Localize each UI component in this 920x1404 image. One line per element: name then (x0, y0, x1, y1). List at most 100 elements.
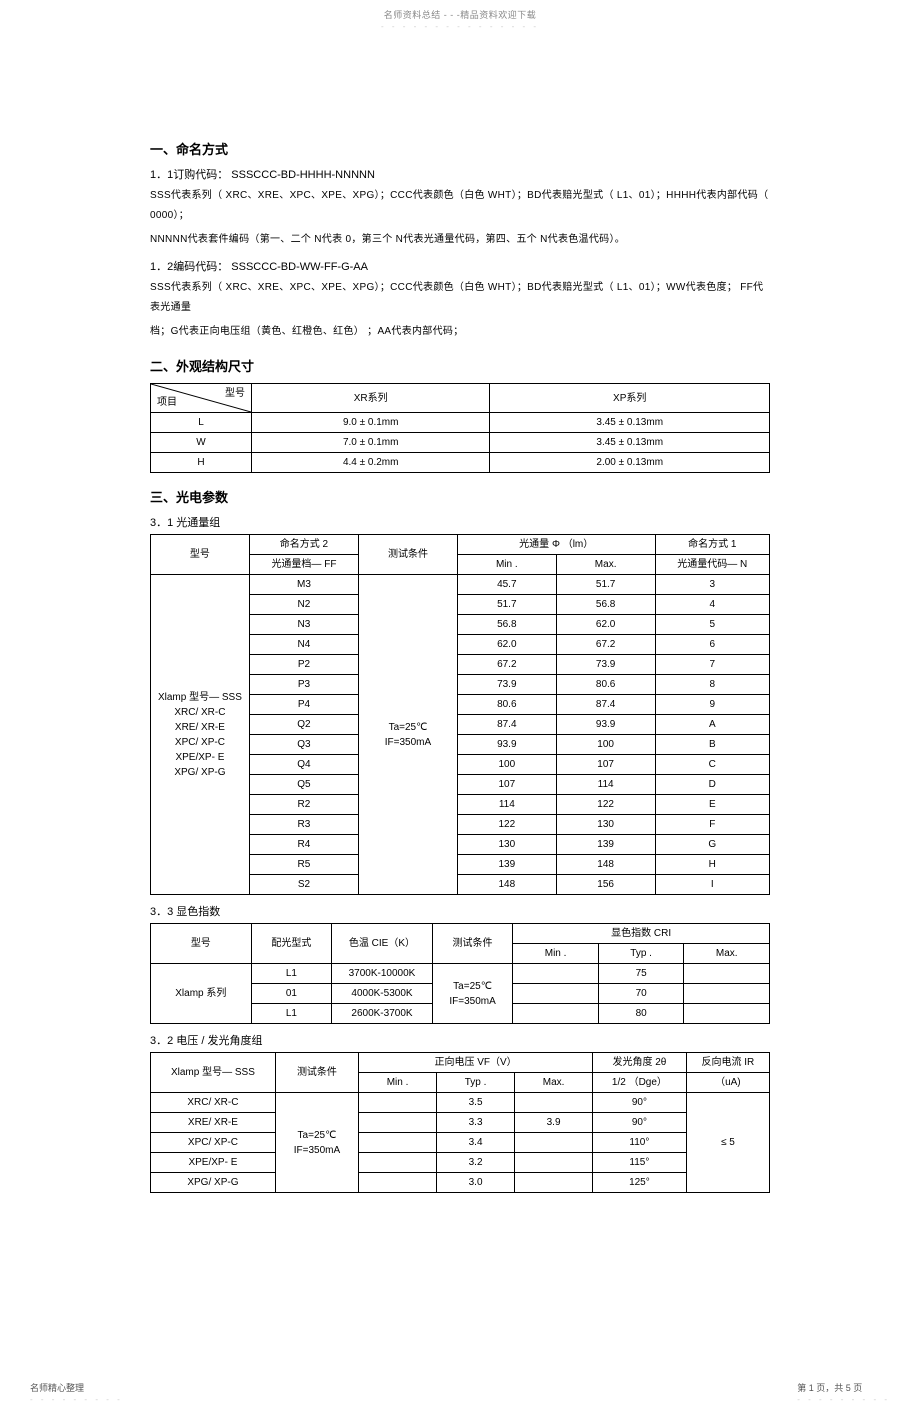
flux-min: 148 (457, 875, 556, 895)
sub-1-1: 1．1订购代码： SSSCCC-BD-HHHH-NNNNN (150, 166, 770, 182)
section-3-title: 三、光电参数 (150, 487, 770, 506)
flux-min: 56.8 (457, 615, 556, 635)
flux-min: 87.4 (457, 715, 556, 735)
flux-max: 130 (556, 815, 655, 835)
diag-cell: 项目 型号 (151, 384, 252, 413)
table-row: H 4.4 ± 0.2mm 2.00 ± 0.13mm (151, 453, 770, 473)
vt-max (515, 1133, 593, 1153)
table-row: L 9.0 ± 0.1mm 3.45 ± 0.13mm (151, 413, 770, 433)
cri-cond: Ta=25℃ IF=350mA (432, 964, 513, 1024)
hdr-min: Min . (359, 1073, 437, 1093)
table-row: XPC/ XP-C 3.4 110° (151, 1133, 770, 1153)
footer-right-text: 第 1 页，共 5 页 (797, 1383, 862, 1393)
flux-min: 45.7 (457, 575, 556, 595)
table-row: XPE/XP- E 3.2 115° (151, 1153, 770, 1173)
cond-line: Ta=25℃ (363, 720, 453, 735)
model-line: XRE/ XR-E (155, 720, 245, 735)
vt-model: XPE/XP- E (151, 1153, 276, 1173)
hdr-ff: 光通量档— FF (249, 555, 358, 575)
flux-ff: N4 (249, 635, 358, 655)
flux-ff: P2 (249, 655, 358, 675)
hdr-cie: 色温 CIE（K） (332, 924, 433, 964)
footer-dots: - - - - - - - - - (797, 1395, 890, 1404)
flux-n: C (655, 755, 769, 775)
vt-typ: 3.5 (437, 1093, 515, 1113)
vt-angle: 125° (593, 1173, 687, 1193)
flux-max: 122 (556, 795, 655, 815)
table-row: XRC/ XR-C Ta=25℃ IF=350mA 3.5 90° ≤ 5 (151, 1093, 770, 1113)
cri-light: 01 (251, 984, 332, 1004)
flux-ff: R4 (249, 835, 358, 855)
flux-ff: Q2 (249, 715, 358, 735)
flux-n: B (655, 735, 769, 755)
dim-label: L (151, 413, 252, 433)
flux-max: 148 (556, 855, 655, 875)
flux-max: 67.2 (556, 635, 655, 655)
cond-line: Ta=25℃ (298, 1130, 337, 1141)
flux-ff: Q3 (249, 735, 358, 755)
flux-min: 62.0 (457, 635, 556, 655)
flux-ff: P3 (249, 675, 358, 695)
hdr-max: Max. (556, 555, 655, 575)
hdr-light: 配光型式 (251, 924, 332, 964)
vt-min (359, 1153, 437, 1173)
hdr-max: Max. (684, 944, 770, 964)
flux-n: G (655, 835, 769, 855)
flux-n: 4 (655, 595, 769, 615)
flux-max: 56.8 (556, 595, 655, 615)
flux-ff: M3 (249, 575, 358, 595)
hdr-typ: Typ . (437, 1073, 515, 1093)
footer-left-text: 名师精心整理 (30, 1383, 84, 1393)
cri-cie: 2600K-3700K (332, 1004, 433, 1024)
page-header: 名师资料总结 - - -精品资料欢迎下载 - - - - - - - - - -… (0, 0, 920, 35)
flux-min: 67.2 (457, 655, 556, 675)
vt-typ: 3.2 (437, 1153, 515, 1173)
hdr-typ: Typ . (598, 944, 684, 964)
vt-max: 3.9 (515, 1113, 593, 1133)
flux-ff: N3 (249, 615, 358, 635)
flux-ff: R2 (249, 795, 358, 815)
flux-min: 100 (457, 755, 556, 775)
cri-light: L1 (251, 1004, 332, 1024)
sub-1-2: 1．2编码代码： SSSCCC-BD-WW-FF-G-AA (150, 258, 770, 274)
flux-max: 73.9 (556, 655, 655, 675)
flux-n: 9 (655, 695, 769, 715)
flux-n: F (655, 815, 769, 835)
flux-min: 51.7 (457, 595, 556, 615)
flux-max: 114 (556, 775, 655, 795)
flux-model-cell: Xlamp 型号— SSSXRC/ XR-CXRE/ XR-EXPC/ XP-C… (151, 575, 250, 895)
dim-val: 2.00 ± 0.13mm (490, 453, 770, 473)
flux-max: 139 (556, 835, 655, 855)
flux-n: D (655, 775, 769, 795)
cri-typ: 70 (598, 984, 684, 1004)
table-row: 型号 配光型式 色温 CIE（K） 测试条件 显色指数 CRI (151, 924, 770, 944)
header-text: 名师资料总结 - - -精品资料欢迎下载 (384, 10, 537, 20)
flux-min: 93.9 (457, 735, 556, 755)
model-line: XPC/ XP-C (155, 735, 245, 750)
vt-typ: 3.4 (437, 1133, 515, 1153)
sub-3-2: 3．2 电压 / 发光角度组 (150, 1032, 770, 1048)
flux-ff: N2 (249, 595, 358, 615)
hdr-angle: 发光角度 2θ (593, 1053, 687, 1073)
diag-item: 项目 (157, 395, 177, 410)
dim-label: H (151, 453, 252, 473)
sub-3-1: 3．1 光通量组 (150, 514, 770, 530)
cond-line: IF=350mA (294, 1145, 340, 1156)
dim-val: 3.45 ± 0.13mm (490, 433, 770, 453)
cri-max (684, 984, 770, 1004)
flux-ff: Q4 (249, 755, 358, 775)
flux-n: 8 (655, 675, 769, 695)
model-line: Xlamp 型号— SSS (155, 690, 245, 705)
flux-min: 80.6 (457, 695, 556, 715)
footer-dots: - - - - - - - - - (30, 1395, 123, 1404)
vt-angle: 115° (593, 1153, 687, 1173)
hdr-flux: 光通量 Φ （lm） (457, 535, 655, 555)
flux-n: E (655, 795, 769, 815)
hdr-cond: 测试条件 (432, 924, 513, 964)
vt-model: XPG/ XP-G (151, 1173, 276, 1193)
vt-min (359, 1173, 437, 1193)
vt-min (359, 1133, 437, 1153)
vt-angle: 90° (593, 1093, 687, 1113)
hdr-model: 型号 (151, 535, 250, 575)
para-1-2b: 档；G代表正向电压组（黄色、红橙色、红色） ；AA代表内部代码； (150, 322, 770, 342)
